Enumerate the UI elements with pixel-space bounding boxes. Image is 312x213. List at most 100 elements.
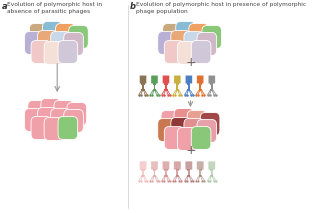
FancyBboxPatch shape bbox=[56, 24, 75, 46]
FancyBboxPatch shape bbox=[158, 119, 178, 141]
Bar bbox=[187, 175, 190, 177]
Bar bbox=[199, 169, 202, 170]
FancyBboxPatch shape bbox=[151, 75, 158, 84]
FancyBboxPatch shape bbox=[58, 117, 78, 139]
FancyBboxPatch shape bbox=[191, 41, 211, 63]
FancyBboxPatch shape bbox=[25, 109, 44, 131]
Bar bbox=[188, 85, 190, 89]
FancyBboxPatch shape bbox=[184, 119, 203, 141]
FancyBboxPatch shape bbox=[44, 118, 64, 140]
Text: +: + bbox=[185, 56, 196, 69]
FancyBboxPatch shape bbox=[31, 41, 51, 63]
FancyBboxPatch shape bbox=[38, 31, 57, 53]
FancyBboxPatch shape bbox=[178, 42, 197, 64]
FancyBboxPatch shape bbox=[197, 161, 204, 170]
Bar bbox=[187, 169, 190, 170]
FancyBboxPatch shape bbox=[202, 26, 222, 48]
Bar bbox=[176, 170, 178, 176]
Bar bbox=[154, 85, 155, 89]
Bar bbox=[141, 169, 145, 170]
Bar bbox=[142, 85, 144, 89]
FancyBboxPatch shape bbox=[185, 161, 192, 170]
FancyBboxPatch shape bbox=[41, 99, 61, 121]
FancyBboxPatch shape bbox=[42, 22, 62, 44]
Bar bbox=[176, 83, 179, 85]
FancyBboxPatch shape bbox=[139, 75, 147, 84]
FancyBboxPatch shape bbox=[69, 26, 88, 48]
Bar bbox=[210, 89, 213, 91]
Bar bbox=[164, 175, 168, 177]
FancyBboxPatch shape bbox=[185, 75, 192, 84]
FancyBboxPatch shape bbox=[184, 32, 203, 54]
Bar bbox=[164, 83, 168, 85]
Bar bbox=[141, 175, 145, 177]
FancyBboxPatch shape bbox=[164, 127, 184, 149]
FancyBboxPatch shape bbox=[189, 24, 208, 46]
Bar bbox=[142, 170, 144, 176]
FancyBboxPatch shape bbox=[38, 108, 57, 130]
FancyBboxPatch shape bbox=[139, 161, 147, 170]
Bar bbox=[199, 175, 202, 177]
Bar bbox=[164, 169, 168, 170]
Bar bbox=[211, 85, 213, 89]
FancyBboxPatch shape bbox=[191, 127, 211, 149]
FancyBboxPatch shape bbox=[54, 101, 74, 123]
FancyBboxPatch shape bbox=[44, 42, 64, 64]
Bar bbox=[141, 83, 145, 85]
FancyBboxPatch shape bbox=[64, 33, 83, 55]
Bar bbox=[199, 170, 201, 176]
Bar bbox=[176, 85, 178, 89]
FancyBboxPatch shape bbox=[197, 120, 217, 142]
FancyBboxPatch shape bbox=[178, 128, 197, 150]
Bar bbox=[210, 83, 213, 85]
FancyBboxPatch shape bbox=[158, 32, 178, 54]
FancyBboxPatch shape bbox=[208, 161, 215, 170]
Bar bbox=[199, 83, 202, 85]
FancyBboxPatch shape bbox=[200, 113, 220, 135]
FancyBboxPatch shape bbox=[171, 118, 190, 140]
Bar bbox=[210, 175, 213, 177]
Bar bbox=[188, 170, 190, 176]
Bar bbox=[154, 170, 155, 176]
Bar bbox=[164, 89, 168, 91]
Bar bbox=[153, 175, 156, 177]
Text: Evolution of polymorphic host in presence of polymorphic
phage population: Evolution of polymorphic host in presenc… bbox=[136, 2, 306, 14]
FancyBboxPatch shape bbox=[174, 161, 181, 170]
Bar bbox=[176, 175, 179, 177]
FancyBboxPatch shape bbox=[163, 24, 182, 46]
Bar bbox=[210, 169, 213, 170]
Bar bbox=[153, 169, 156, 170]
FancyBboxPatch shape bbox=[151, 161, 158, 170]
Text: +: + bbox=[185, 144, 196, 157]
FancyBboxPatch shape bbox=[197, 75, 204, 84]
Bar bbox=[187, 83, 190, 85]
Bar bbox=[199, 89, 202, 91]
FancyBboxPatch shape bbox=[51, 32, 70, 54]
FancyBboxPatch shape bbox=[208, 75, 215, 84]
FancyBboxPatch shape bbox=[187, 111, 207, 133]
FancyBboxPatch shape bbox=[29, 24, 49, 46]
Text: a: a bbox=[2, 2, 7, 11]
Text: b: b bbox=[130, 2, 136, 11]
FancyBboxPatch shape bbox=[197, 33, 217, 55]
FancyBboxPatch shape bbox=[28, 101, 47, 123]
FancyBboxPatch shape bbox=[174, 109, 194, 131]
FancyBboxPatch shape bbox=[174, 75, 181, 84]
Bar bbox=[176, 169, 179, 170]
Bar bbox=[153, 83, 156, 85]
Bar bbox=[199, 85, 201, 89]
FancyBboxPatch shape bbox=[171, 31, 190, 53]
Bar bbox=[165, 170, 167, 176]
Text: Evolution of polymorphic host in
absence of parasitic phages: Evolution of polymorphic host in absence… bbox=[7, 2, 102, 14]
FancyBboxPatch shape bbox=[51, 109, 70, 131]
FancyBboxPatch shape bbox=[161, 111, 181, 133]
FancyBboxPatch shape bbox=[163, 75, 169, 84]
FancyBboxPatch shape bbox=[163, 161, 169, 170]
FancyBboxPatch shape bbox=[176, 22, 195, 44]
FancyBboxPatch shape bbox=[64, 110, 83, 132]
Bar bbox=[187, 89, 190, 91]
FancyBboxPatch shape bbox=[164, 41, 184, 63]
Bar bbox=[153, 89, 156, 91]
Bar bbox=[176, 89, 179, 91]
Bar bbox=[211, 170, 213, 176]
